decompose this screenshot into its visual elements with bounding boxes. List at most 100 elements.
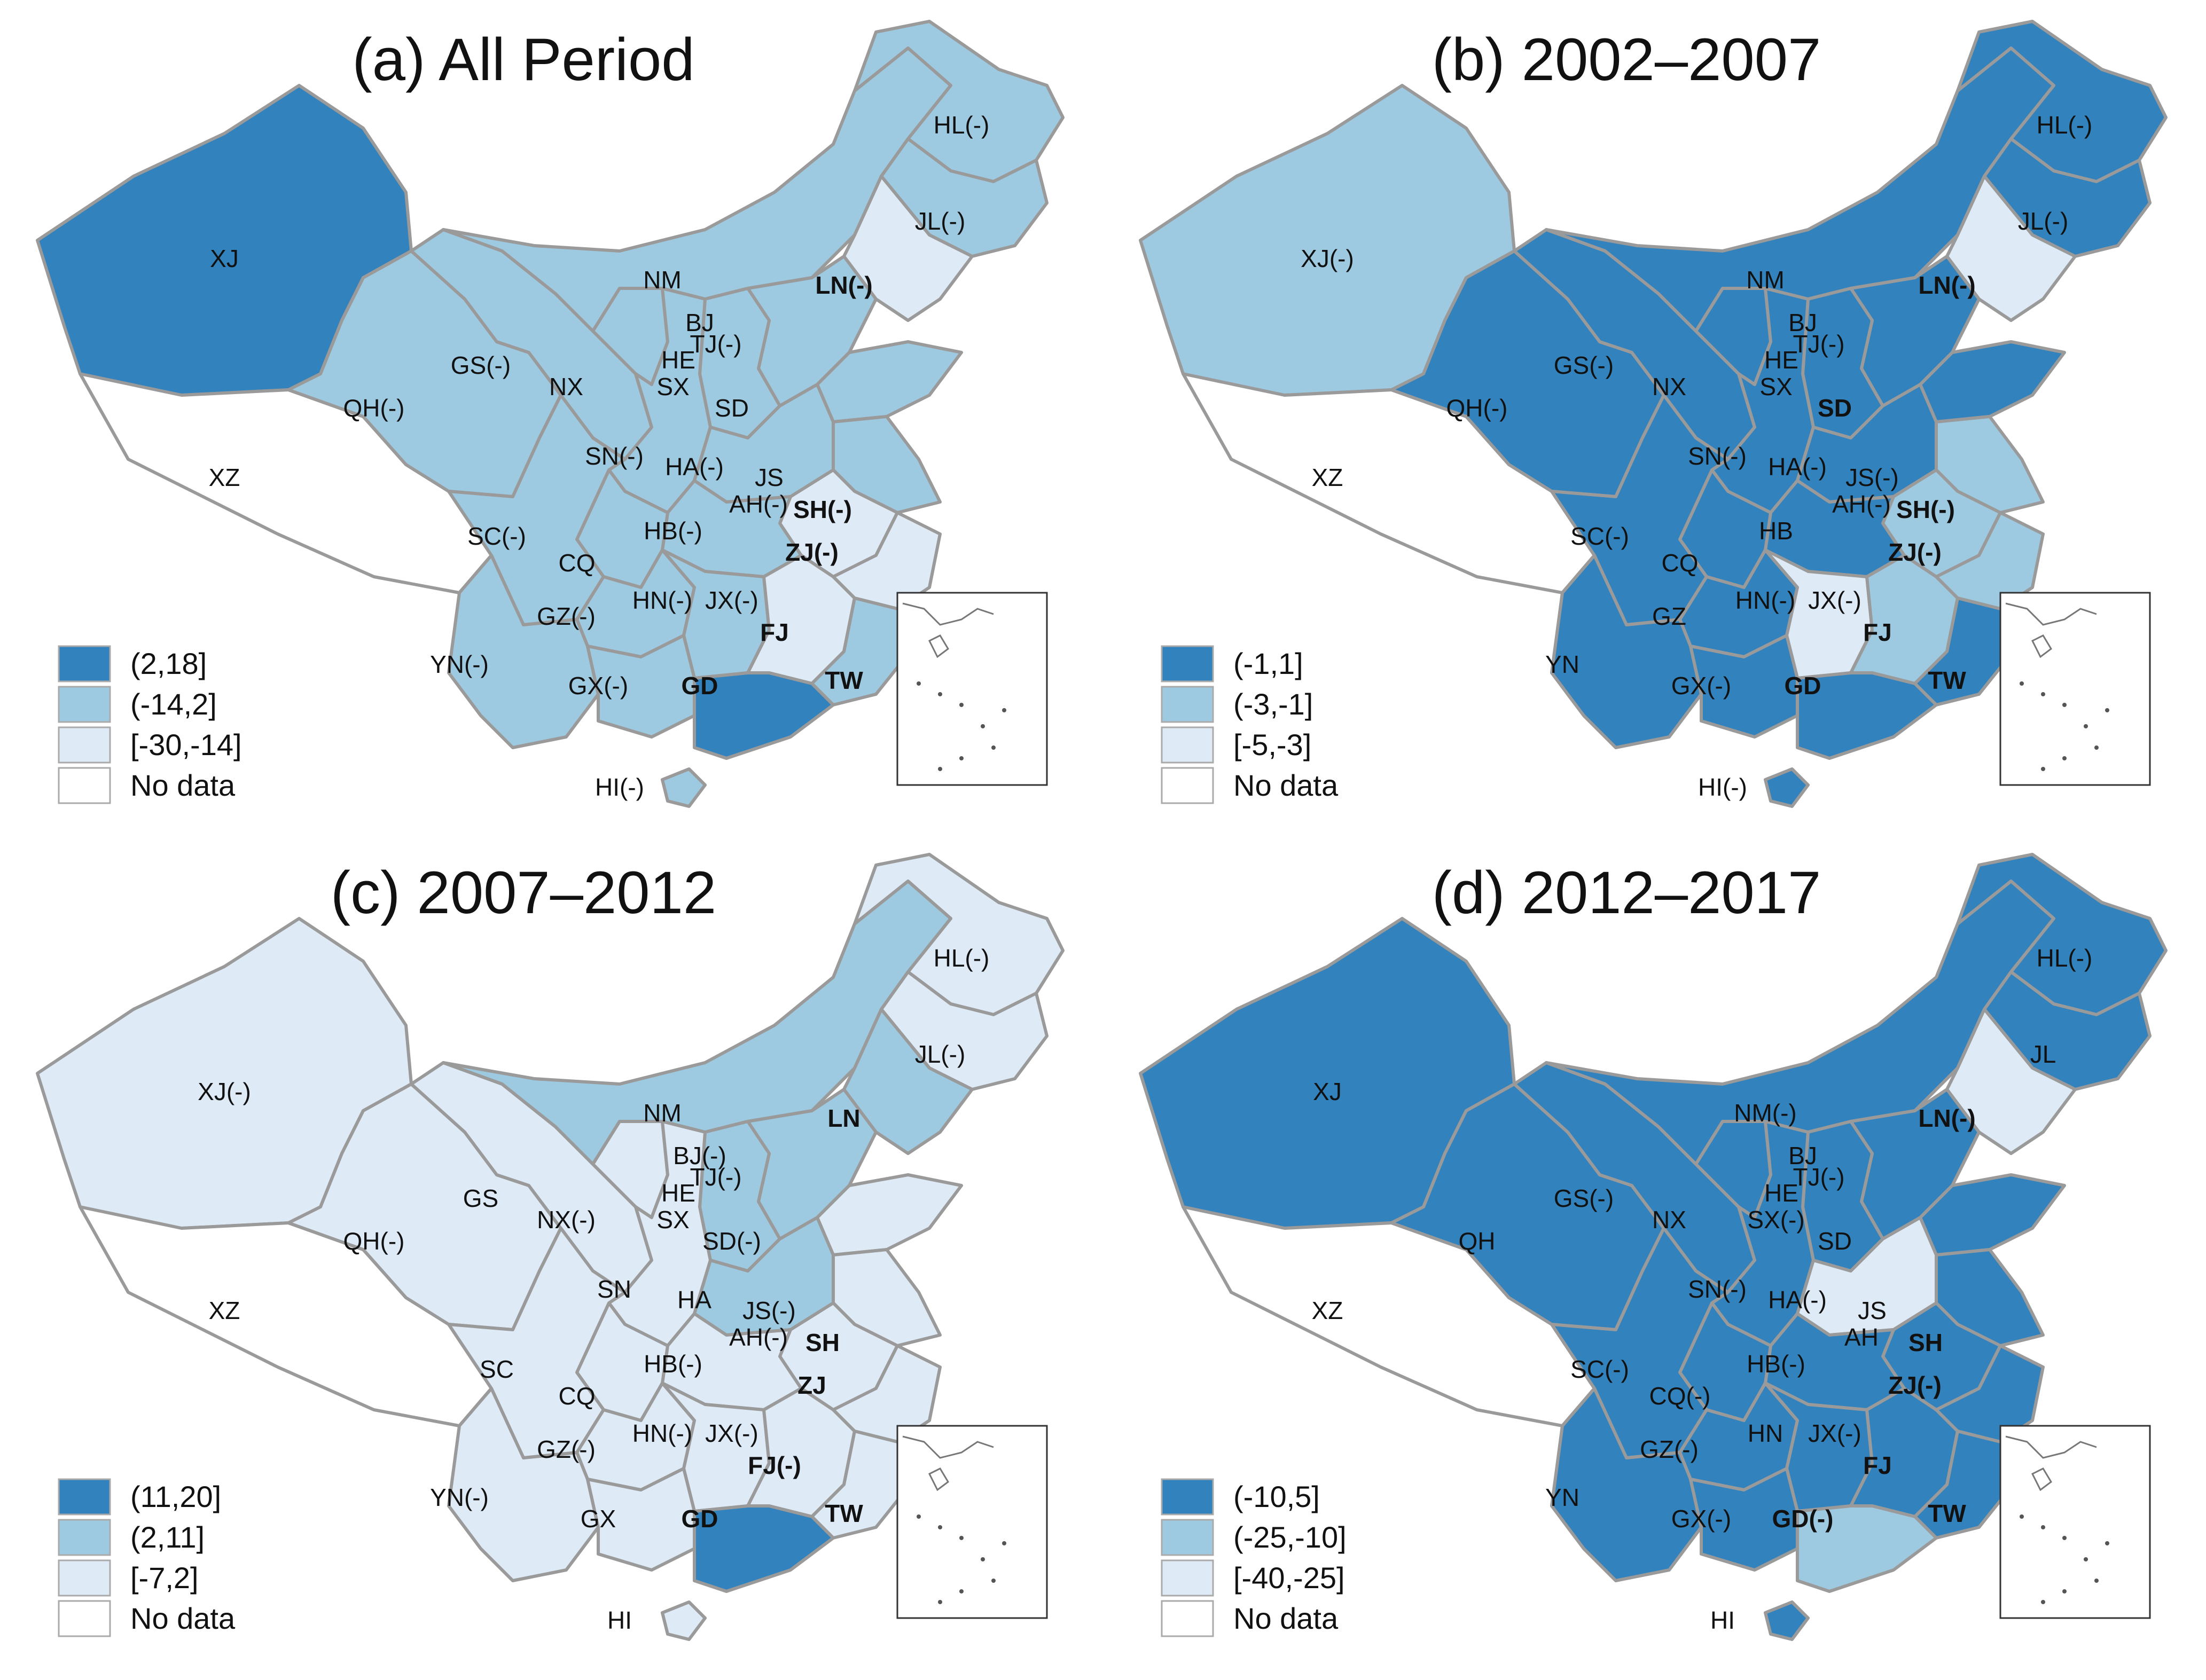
- province-label-js: JS(-): [1845, 464, 1899, 491]
- province-label-nx: NX(-): [537, 1206, 596, 1234]
- map-panel-2: (b) 2002–2007 XJ(-) XZ QH(-) GS(-) NX NM HL(-) J…: [1139, 20, 2168, 808]
- province-label-ha: HA(-): [1768, 453, 1827, 481]
- province-label-gz: GZ(-): [1640, 1435, 1699, 1463]
- province-label-hi: HI(-): [595, 773, 644, 801]
- province-label-zj: ZJ(-): [785, 538, 839, 566]
- province-label-ha: HA(-): [1768, 1286, 1827, 1314]
- province-yn: [1550, 554, 1703, 749]
- province-label-gs: GS(-): [1554, 1184, 1614, 1212]
- legend-label: (2,11]: [130, 1520, 205, 1554]
- province-label-bj: BJ(-): [673, 1142, 726, 1169]
- province-yn: [1550, 1387, 1703, 1582]
- province-label-tw: TW: [825, 1500, 863, 1527]
- province-label-bj: BJ: [1788, 309, 1817, 336]
- legend-swatch: [58, 1600, 111, 1637]
- legend-label: No data: [1233, 768, 1339, 802]
- panel-title: (b) 2002–2007: [1432, 26, 1821, 93]
- map-legend: (-1,1] (-3,-1] [-5,-3] No data: [1161, 645, 1339, 804]
- province-label-sd: SD(-): [702, 1227, 761, 1255]
- province-label-gd: GD: [682, 672, 718, 700]
- province-gd: [1796, 1504, 1938, 1593]
- province-label-gx: GX: [581, 1505, 616, 1533]
- province-label-js: JS(-): [742, 1297, 796, 1324]
- province-label-hi: HI: [1710, 1606, 1735, 1634]
- province-label-sh: SH: [805, 1329, 840, 1356]
- province-label-cq: CQ: [559, 549, 596, 577]
- province-label-jl: JL(-): [915, 207, 966, 235]
- province-label-jl: JL(-): [915, 1040, 966, 1068]
- province-label-sx: SX: [656, 1206, 689, 1234]
- legend-swatch: [58, 1478, 111, 1516]
- legend-swatch: [1161, 726, 1214, 764]
- province-label-gs: GS(-): [1554, 351, 1614, 379]
- province-label-ha: HA(-): [665, 453, 724, 481]
- province-label-tw: TW: [1928, 666, 1966, 694]
- province-label-xj: XJ(-): [198, 1078, 251, 1105]
- province-label-zj: ZJ(-): [1888, 538, 1942, 566]
- province-label-nm: NM: [1746, 266, 1785, 294]
- province-label-gz: GZ(-): [537, 1435, 596, 1463]
- legend-label: (2,18]: [130, 647, 207, 680]
- legend-label: No data: [130, 768, 236, 802]
- province-label-tw: TW: [1928, 1500, 1966, 1527]
- province-label-jx: JX(-): [705, 1419, 758, 1447]
- province-label-cq: CQ: [559, 1382, 596, 1410]
- province-label-nm: NM: [643, 266, 682, 294]
- province-label-gd: GD: [682, 1505, 718, 1533]
- province-hi: [661, 1600, 707, 1641]
- map-panel-3: (c) 2007–2012 XJ(-) XZ QH(-) GS NX(-) NM HL(-) J…: [36, 853, 1065, 1641]
- province-label-tj: TJ(-): [1793, 1163, 1844, 1191]
- province-label-gs: GS: [463, 1184, 498, 1212]
- province-label-bj: BJ: [1788, 1142, 1817, 1169]
- province-label-ah: AH(-): [729, 490, 788, 518]
- province-label-fj: FJ(-): [748, 1451, 801, 1479]
- province-label-sd: SD: [1818, 1227, 1852, 1255]
- province-label-sn: SN(-): [585, 442, 644, 470]
- legend-label: [-40,-25]: [1233, 1561, 1345, 1595]
- province-label-hn: HN(-): [1735, 586, 1795, 614]
- province-label-sx: SX: [656, 373, 689, 401]
- province-label-nx: NX: [1652, 1206, 1686, 1234]
- panel-title: (c) 2007–2012: [331, 859, 716, 926]
- province-label-sc: SC(-): [1570, 522, 1629, 550]
- legend-label: [-30,-14]: [130, 728, 242, 762]
- panel-title: (a) All Period: [352, 26, 694, 93]
- province-label-gx: GX(-): [1671, 672, 1731, 700]
- province-label-tj: TJ(-): [690, 1163, 741, 1191]
- province-label-gs: GS(-): [451, 351, 511, 379]
- south-china-sea-inset: [896, 592, 1048, 786]
- province-label-qh: QH: [1459, 1227, 1496, 1255]
- province-label-sn: SN: [597, 1275, 631, 1303]
- map-panel-1: (a) All Period XJ XZ QH(-) GS(-) NX NM HL(-) JL(…: [36, 20, 1065, 808]
- legend-swatch: [58, 767, 111, 804]
- province-label-hb: HB(-): [1747, 1350, 1805, 1378]
- province-label-sc: SC: [480, 1355, 514, 1383]
- province-label-ah: AH: [1844, 1323, 1879, 1351]
- province-label-xj: XJ: [210, 245, 239, 272]
- province-label-nx: NX: [549, 373, 583, 401]
- province-hi: [661, 767, 707, 808]
- province-label-gx: GX(-): [1671, 1505, 1731, 1533]
- province-label-xz: XZ: [209, 1297, 240, 1324]
- province-yn: [447, 1387, 600, 1582]
- province-label-hn: HN(-): [632, 586, 692, 614]
- province-label-jx: JX(-): [705, 586, 758, 614]
- legend-swatch: [58, 1559, 111, 1597]
- legend-label: No data: [1233, 1602, 1339, 1635]
- legend-swatch: [58, 686, 111, 723]
- legend-swatch: [1161, 686, 1214, 723]
- province-label-hi: HI(-): [1698, 773, 1747, 801]
- province-label-fj: FJ: [1863, 1451, 1892, 1479]
- province-label-jl: JL: [2030, 1040, 2056, 1068]
- legend-label: (-25,-10]: [1233, 1520, 1347, 1554]
- legend-swatch: [1161, 1519, 1214, 1556]
- legend-swatch: [1161, 1478, 1214, 1516]
- legend-label: (-14,2]: [130, 687, 217, 721]
- legend-label: (-10,5]: [1233, 1480, 1320, 1513]
- south-china-sea-inset: [896, 1425, 1048, 1619]
- province-label-gz: GZ: [1652, 602, 1686, 630]
- legend-swatch: [58, 1519, 111, 1556]
- province-label-qh: QH(-): [343, 1227, 405, 1255]
- legend-swatch: [1161, 767, 1214, 804]
